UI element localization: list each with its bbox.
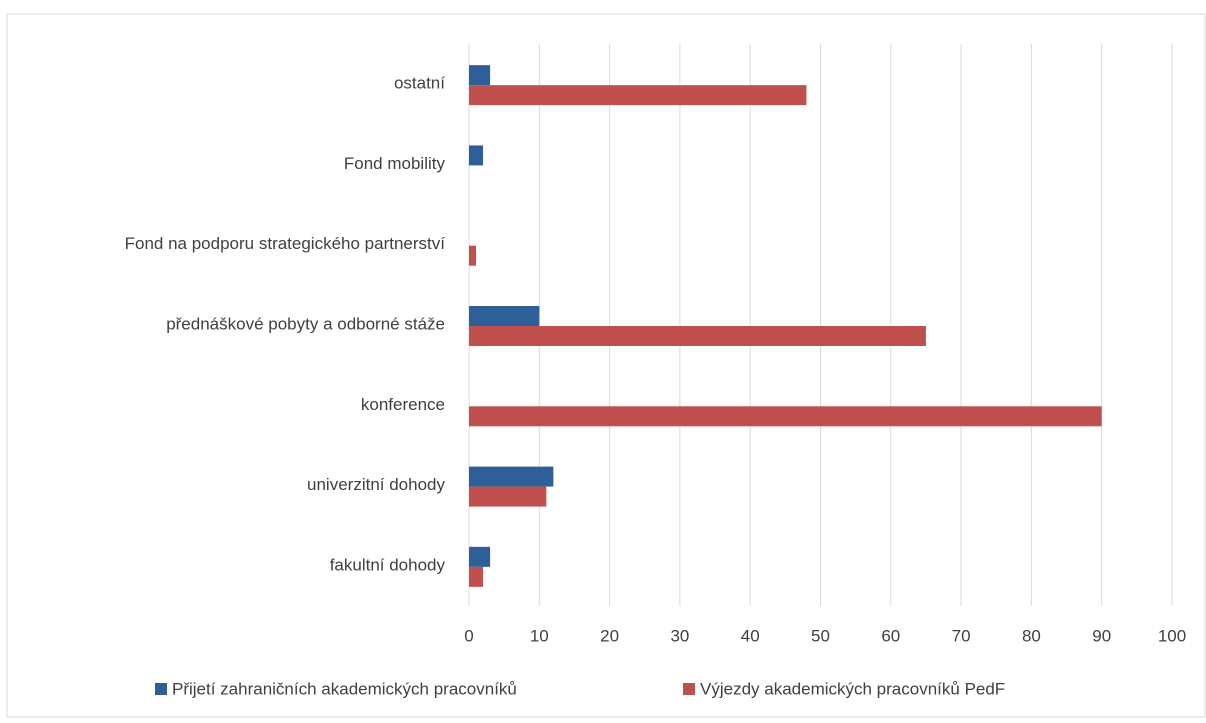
x-tick-label: 30 xyxy=(670,626,689,645)
x-tick-label: 50 xyxy=(811,626,830,645)
x-tick-label: 20 xyxy=(600,626,619,645)
bar xyxy=(469,326,926,346)
legend-label: Výjezdy akademických pracovníků PedF xyxy=(700,679,1005,698)
x-tick-label: 0 xyxy=(464,626,473,645)
x-tick-label: 80 xyxy=(1022,626,1041,645)
bar xyxy=(469,486,547,507)
y-tick-label: Fond na podporu strategického partnerstv… xyxy=(125,234,446,253)
y-tick-label: fakultní dohody xyxy=(330,555,446,574)
x-tick-label: 90 xyxy=(1092,626,1111,645)
bar xyxy=(469,566,484,587)
bar xyxy=(469,406,1102,427)
bar xyxy=(469,65,491,86)
y-tick-label: konference xyxy=(361,395,445,414)
chart-border xyxy=(6,13,1206,718)
legend-swatch xyxy=(683,683,695,695)
x-tick-label: 70 xyxy=(952,626,971,645)
y-tick-label: univerzitní dohody xyxy=(307,475,445,494)
legend-swatch xyxy=(155,683,167,695)
bar xyxy=(469,245,477,266)
bar xyxy=(469,466,554,487)
bar xyxy=(469,85,807,106)
y-tick-label: ostatní xyxy=(394,74,445,93)
x-tick-label: 100 xyxy=(1158,626,1186,645)
legend-label: Přijetí zahraničních akademických pracov… xyxy=(172,679,517,698)
y-tick-label: Fond mobility xyxy=(344,154,446,173)
y-tick-label: přednáškové pobyty a odborné stáže xyxy=(166,314,445,333)
x-tick-label: 40 xyxy=(741,626,760,645)
x-tick-label: 60 xyxy=(881,626,900,645)
bar xyxy=(469,546,491,567)
bar xyxy=(469,145,484,166)
x-tick-label: 10 xyxy=(530,626,549,645)
bar xyxy=(469,306,540,326)
